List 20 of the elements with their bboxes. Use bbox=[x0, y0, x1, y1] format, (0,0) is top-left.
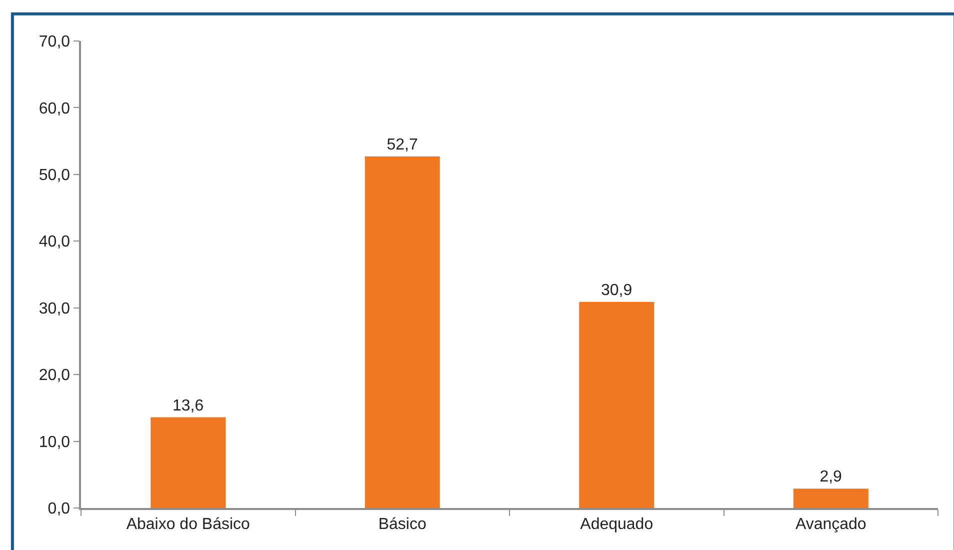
x-tick-label: Básico bbox=[378, 516, 426, 533]
y-tick-label: 10,0 bbox=[38, 434, 70, 451]
x-tick-label: Abaixo do Básico bbox=[126, 516, 250, 533]
bar bbox=[579, 302, 654, 508]
data-label: 30,9 bbox=[601, 282, 632, 299]
data-label: 13,6 bbox=[172, 397, 204, 414]
x-tick-label: Adequado bbox=[580, 516, 654, 533]
y-tick-label: 70,0 bbox=[38, 34, 70, 51]
bar bbox=[364, 156, 440, 508]
x-tick-label: Avançado bbox=[795, 516, 866, 533]
y-tick-label: 50,0 bbox=[38, 167, 70, 184]
bar bbox=[150, 417, 226, 508]
y-tick-label: 60,0 bbox=[38, 100, 70, 118]
y-tick-label: 30,0 bbox=[38, 300, 70, 318]
data-label: 2,9 bbox=[820, 468, 842, 486]
data-label: 52,7 bbox=[386, 136, 418, 154]
y-tick-label: 40,0 bbox=[38, 234, 70, 251]
bar bbox=[793, 488, 868, 508]
y-tick-label: 0,0 bbox=[48, 500, 70, 518]
y-tick-label: 20,0 bbox=[38, 367, 70, 384]
